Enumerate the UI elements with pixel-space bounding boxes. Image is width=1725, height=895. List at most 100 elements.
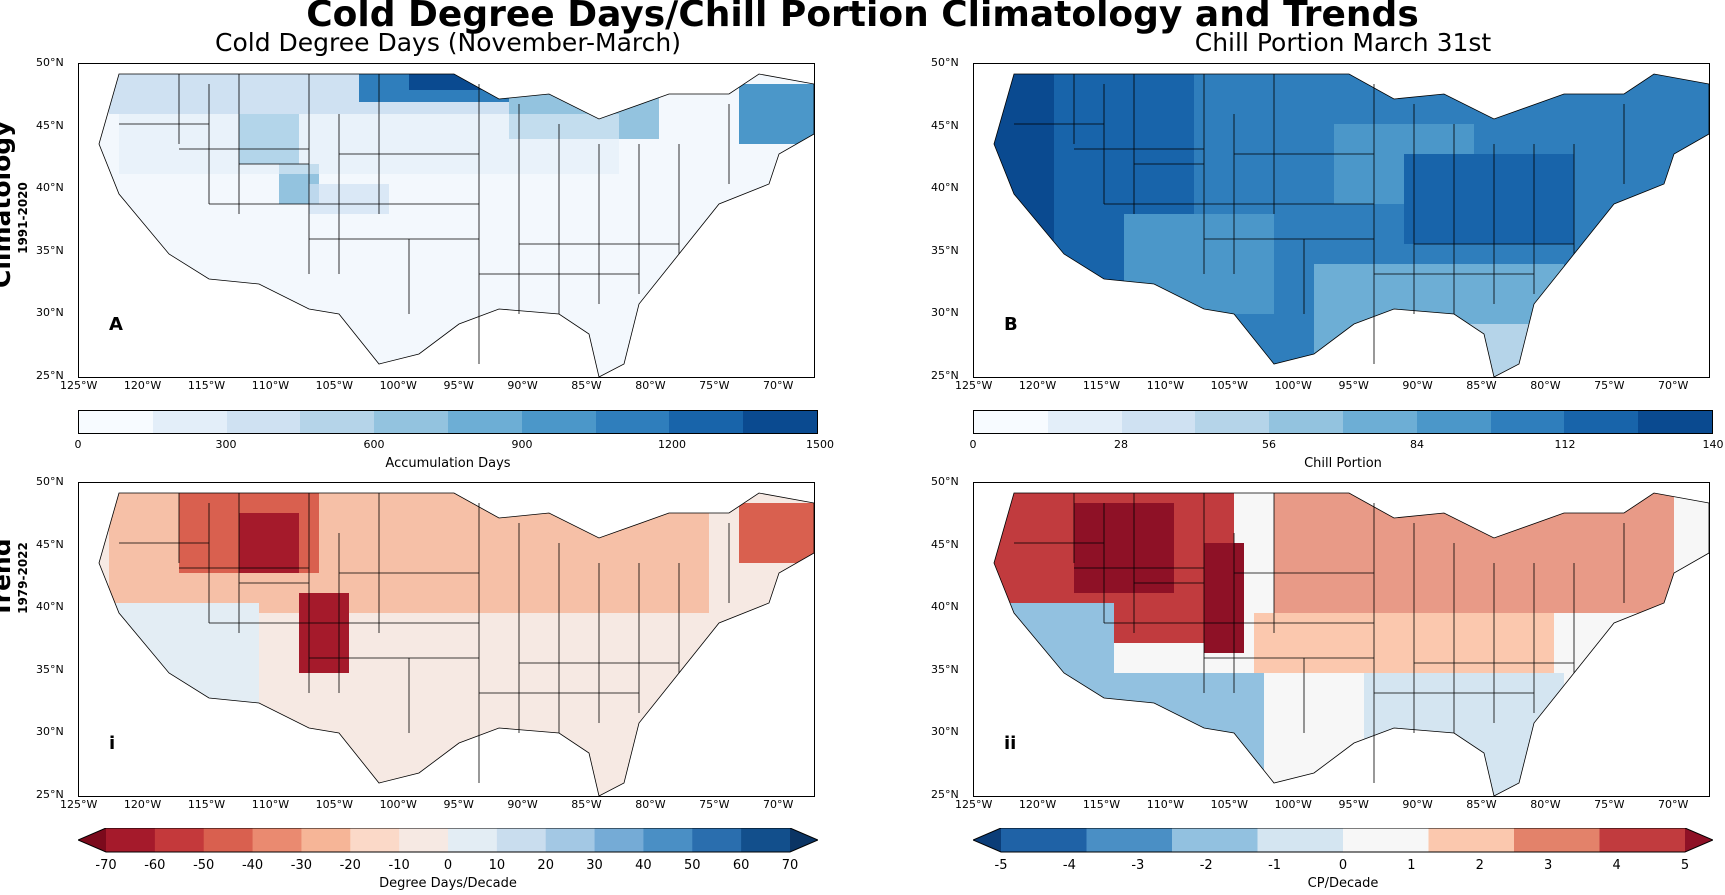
lon-tick-label: 70°W: [763, 798, 794, 811]
lon-tick-label: 90°W: [507, 798, 538, 811]
lat-tick-label: 35°N: [36, 662, 64, 676]
map-panel-i: i: [78, 482, 815, 797]
lat-tick-label: 40°N: [931, 600, 959, 614]
colorbar-swatch: [374, 411, 448, 433]
colorbar-swatch: [78, 828, 106, 852]
map-panel-a: A: [78, 63, 815, 378]
lon-tick-label: 110°W: [1146, 798, 1185, 811]
lon-tick-label: 100°W: [1274, 379, 1312, 392]
colorbar-tick-label: 1200: [658, 438, 686, 451]
colorbar-swatch: [1685, 828, 1713, 852]
colorbar-cdd-clim-label: Accumulation Days: [385, 456, 511, 471]
colorbar-swatch: [643, 828, 693, 852]
lat-tick-label: 35°N: [931, 662, 959, 676]
lon-tick-label: 80°W: [1530, 798, 1561, 811]
colorbar-tick-label: 0: [1338, 858, 1348, 873]
lon-tick-label: 85°W: [1466, 379, 1497, 392]
colorbar-cdd-clim: 0 300 600 900 1200 1500 Accumulation Days: [75, 410, 834, 471]
colorbar-tick-label: 40: [635, 858, 652, 873]
colorbar-cdd-clim-strip: [78, 410, 818, 434]
lon-tick-label: 80°W: [1530, 379, 1561, 392]
lat-tick-label: 45°N: [931, 537, 959, 551]
lon-tick-label: 95°W: [443, 379, 474, 392]
colorbar-tick-label: -3: [1131, 858, 1145, 873]
colorbar-swatch: [1269, 411, 1343, 433]
map-a-svg: [98, 73, 814, 377]
lon-tick-label: 100°W: [1274, 798, 1312, 811]
lon-tick-label: 95°W: [1338, 379, 1369, 392]
panel-letter-a: A: [109, 314, 123, 335]
colorbar-outline: [973, 828, 1713, 853]
colorbar-swatch: [1490, 411, 1565, 433]
lon-tick-label: 95°W: [1338, 798, 1369, 811]
lat-tick-label: 30°N: [36, 725, 64, 739]
row-label-trend-text: Trend: [0, 538, 16, 618]
colorbar-swatch: [152, 411, 227, 433]
lon-tick-label: 75°W: [699, 798, 730, 811]
colorbar-cp-clim: 0 28 56 84 112 140 Chill Portion: [970, 410, 1724, 471]
state-borders-a: [98, 73, 814, 377]
row-label-climatology-period: 1991-2020: [16, 182, 30, 254]
colorbar-swatch: [594, 828, 644, 852]
map-i-svg: [98, 492, 814, 796]
colorbar-swatch: [741, 828, 791, 852]
colorbar-tick-label: 600: [363, 438, 385, 451]
colorbar-tick-label: -5: [994, 858, 1008, 873]
colorbar-tick-label: 70: [781, 858, 799, 873]
lat-tick-label: 25°N: [931, 369, 959, 382]
colorbar-swatch: [226, 411, 301, 433]
lat-tick-label: 45°N: [931, 118, 959, 132]
colorbar-tick-label: -50: [193, 858, 215, 873]
lat-tick-label: 40°N: [36, 600, 64, 614]
lat-tick-label: 35°N: [931, 243, 959, 257]
colorbar-tick-label: 112: [1554, 438, 1576, 451]
lon-tick-label: 115°W: [187, 379, 226, 392]
row-label-climatology-text: Climatology: [0, 120, 16, 288]
colorbar-swatch: [974, 411, 1048, 433]
colorbar-swatch: [399, 828, 449, 852]
lon-tick-label: 105°W: [1210, 798, 1249, 811]
row-label-climatology: Climatology 1991-2020: [0, 120, 43, 288]
colorbar-swatch: [1257, 828, 1344, 852]
lon-tick-label: 85°W: [1466, 798, 1497, 811]
colorbar-cp-clim-strip: [973, 410, 1713, 434]
colorbar-cdd-trend-label: Degree Days/Decade: [379, 876, 517, 891]
colorbar-tick-label: 20: [537, 858, 554, 873]
colorbar-tick-label: 28: [1114, 438, 1128, 451]
lon-tick-label: 90°W: [1402, 798, 1433, 811]
colorbar-swatch: [1564, 411, 1639, 433]
colorbar-swatch: [496, 828, 547, 852]
colorbar-swatch: [521, 411, 596, 433]
lat-tick-label: 50°N: [36, 475, 64, 488]
colorbar-swatch: [252, 828, 302, 852]
lat-tick-label: 25°N: [36, 369, 64, 382]
colorbar-swatch: [545, 828, 596, 852]
lat-tick-label: 50°N: [931, 475, 959, 488]
lon-tick-label: 85°W: [571, 798, 602, 811]
lon-tick-label: 105°W: [315, 798, 354, 811]
state-borders-i: [98, 492, 814, 796]
colorbar-tick-label: 0: [969, 438, 977, 451]
lat-tick-label: 45°N: [36, 118, 64, 132]
colorbar-tick-label: 56: [1262, 438, 1276, 451]
colorbar-tick-label: 1500: [806, 438, 834, 451]
colorbar-swatch: [790, 828, 818, 852]
colorbar-tick-label: 2: [1475, 858, 1484, 873]
colorbar-swatch: [1047, 411, 1122, 433]
colorbar-swatch: [1514, 828, 1600, 852]
colorbar-swatch: [973, 828, 1001, 852]
colorbar-swatch: [106, 828, 156, 852]
colorbar-swatch: [692, 828, 742, 852]
colorbar-swatch: [448, 828, 498, 852]
lon-tick-label: 105°W: [1210, 379, 1249, 392]
colorbar-swatch: [1001, 828, 1087, 852]
colorbar-cp-trend-ticks: -5 -4 -3 -2 -1 0 1 2 3 4 5: [973, 858, 1713, 874]
colorbar-swatch: [1121, 411, 1196, 433]
colorbar-swatch: [1416, 411, 1491, 433]
panel-letter-b: B: [1004, 314, 1018, 335]
colorbar-tick-label: -60: [144, 858, 166, 873]
colorbar-swatch: [1638, 411, 1712, 433]
colorbar-cp-trend-strip: [973, 828, 1713, 853]
lon-tick-label: 75°W: [1594, 798, 1625, 811]
colorbar-tick-label: -4: [1062, 858, 1076, 873]
